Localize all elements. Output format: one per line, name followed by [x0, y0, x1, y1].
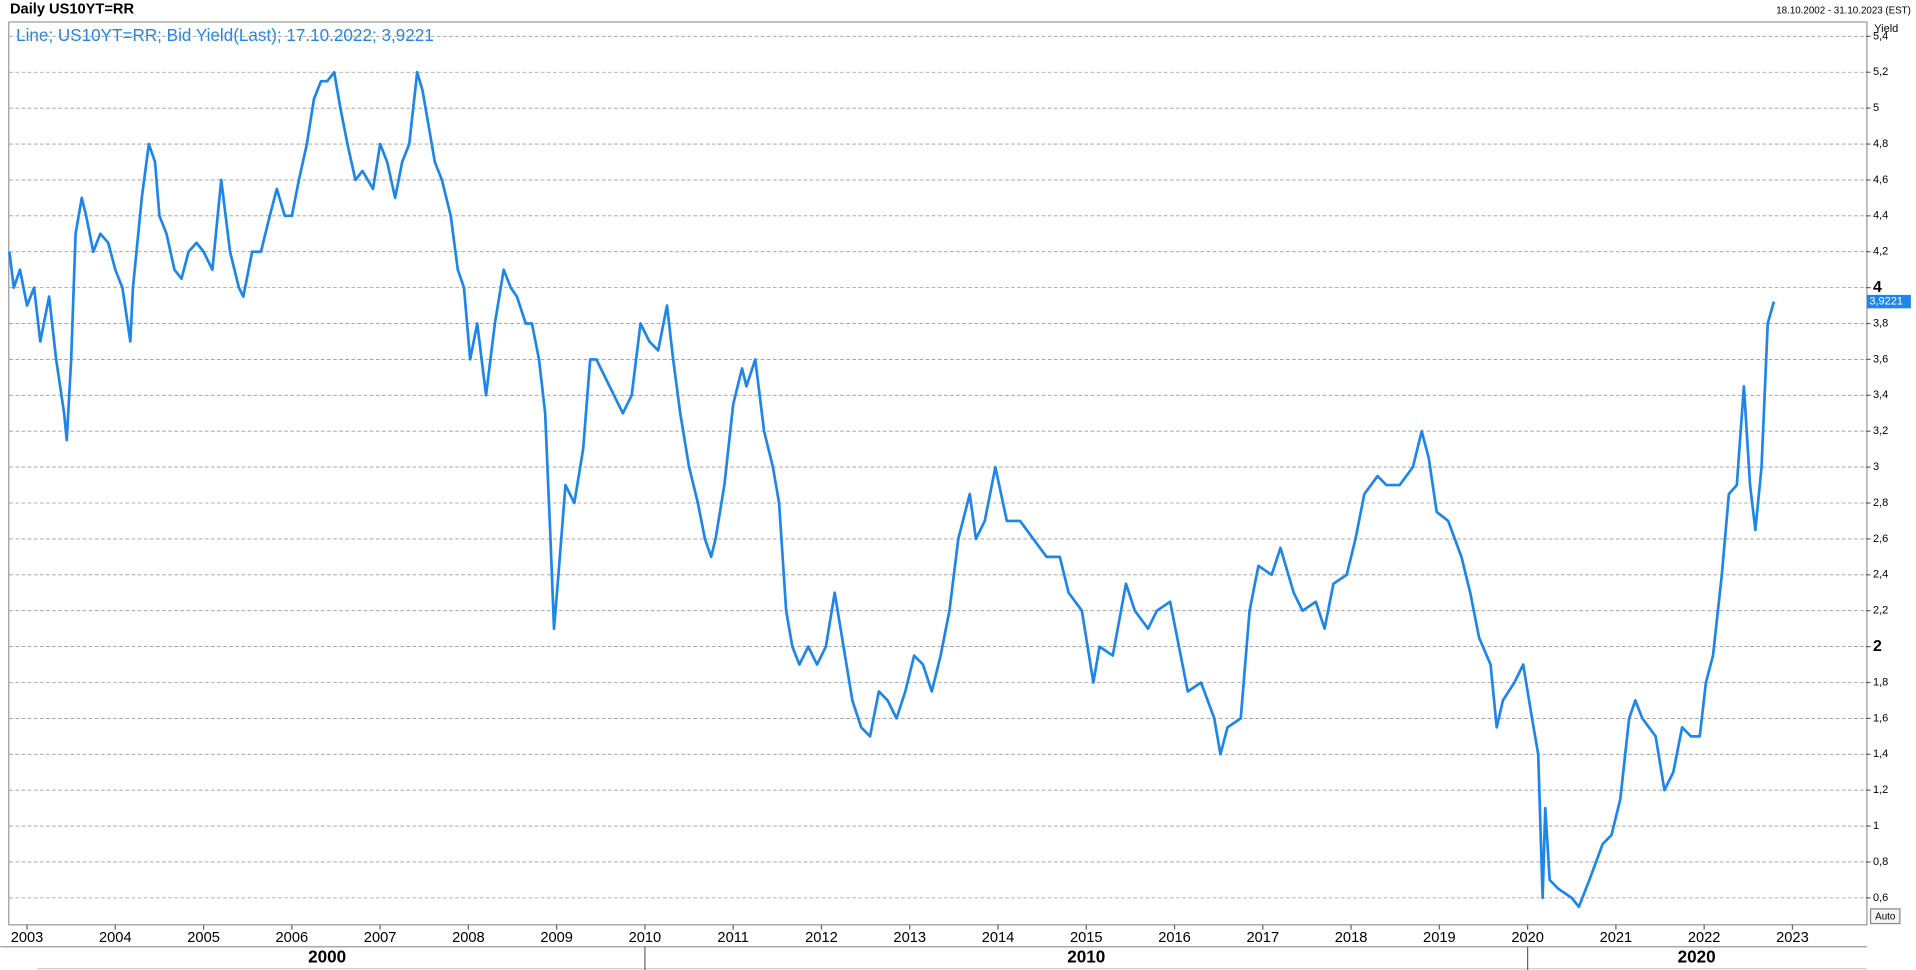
y-tick-label: 3,4 — [1873, 389, 1888, 401]
x-tick-label: 2008 — [452, 930, 485, 946]
y-tick-label: 5,4 — [1873, 30, 1888, 42]
y-tick-label: 3,8 — [1873, 317, 1888, 329]
y-tick-label: 1,2 — [1873, 784, 1888, 796]
decade-label: 2010 — [1067, 947, 1105, 966]
data-line — [8, 70, 1776, 909]
auto-button-label[interactable]: Auto — [1875, 911, 1896, 922]
x-tick-label: 2019 — [1423, 930, 1456, 946]
y-tick-label: 4,8 — [1873, 138, 1888, 150]
x-tick-label: 2021 — [1600, 930, 1633, 946]
x-tick-label: 2017 — [1247, 930, 1280, 946]
y-tick-label: 1,4 — [1873, 748, 1888, 760]
chart-title: Daily US10YT=RR — [10, 2, 135, 18]
x-tick-label: 2022 — [1688, 930, 1721, 946]
x-tick-label: 2007 — [364, 930, 397, 946]
decade-label: 2000 — [308, 947, 346, 966]
y-tick-label: 4,2 — [1873, 246, 1888, 258]
x-tick-label: 2004 — [99, 930, 132, 946]
x-tick-label: 2015 — [1070, 930, 1103, 946]
y-tick-label: 3,2 — [1873, 425, 1888, 437]
y-axis-label: Yield — [1874, 23, 1898, 35]
y-tick-label: 3,6 — [1873, 353, 1888, 365]
y-tick-label: 0,6 — [1873, 892, 1888, 904]
x-tick-label: 2013 — [893, 930, 926, 946]
x-tick-label: 2012 — [805, 930, 838, 946]
x-tick-label: 2010 — [629, 930, 662, 946]
y-tick-label: 4,6 — [1873, 174, 1888, 186]
x-tick-label: 2003 — [11, 930, 44, 946]
x-tick-label: 2011 — [717, 930, 748, 946]
x-tick-label: 2006 — [276, 930, 309, 946]
y-tick-label: 1 — [1873, 820, 1879, 832]
y-tick-label: 2 — [1873, 638, 1882, 655]
x-tick-label: 2005 — [187, 930, 220, 946]
y-tick-label: 1,6 — [1873, 712, 1888, 724]
y-tick-label: 2,2 — [1873, 605, 1888, 617]
decade-label: 2020 — [1678, 947, 1716, 966]
y-tick-label: 4 — [1873, 279, 1882, 296]
date-range: 18.10.2002 - 31.10.2023 (EST) — [1776, 6, 1911, 17]
y-tick-label: 2,4 — [1873, 569, 1888, 581]
plot-frame — [8, 21, 1868, 926]
x-tick-label: 2023 — [1776, 930, 1809, 946]
auto-button[interactable] — [1869, 908, 1901, 925]
x-tick-label: 2009 — [540, 930, 573, 946]
x-tick-label: 2018 — [1335, 930, 1368, 946]
y-tick-label: 2,6 — [1873, 533, 1888, 545]
last-value-box — [1866, 294, 1911, 309]
y-tick-label: 3 — [1873, 461, 1879, 473]
x-tick-label: 2020 — [1511, 930, 1544, 946]
y-tick-label: 5,2 — [1873, 66, 1888, 78]
legend-entry: Line; US10YT=RR; Bid Yield(Last); 17.10.… — [16, 26, 434, 45]
y-tick-label: 0,8 — [1873, 856, 1888, 868]
y-tick-label: 1,8 — [1873, 676, 1888, 688]
y-tick-label: 4,4 — [1873, 210, 1888, 222]
x-tick-label: 2016 — [1158, 930, 1191, 946]
y-tick-label: 2,8 — [1873, 497, 1888, 509]
x-tick-label: 2014 — [982, 930, 1015, 946]
last-value-label: 3,9221 — [1869, 296, 1903, 308]
y-tick-label: 5 — [1873, 102, 1879, 114]
